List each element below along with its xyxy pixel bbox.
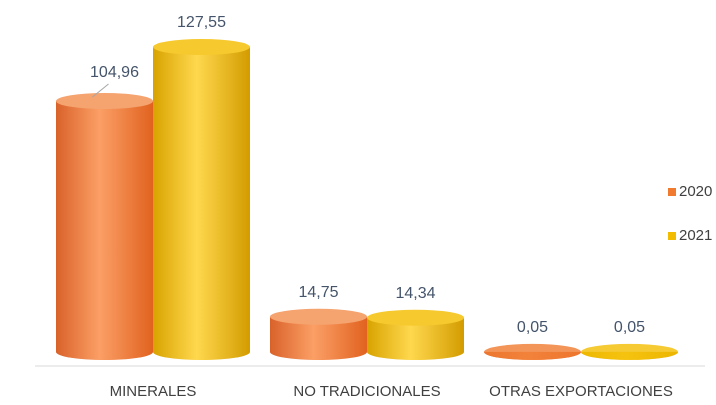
- value-label: 14,34: [395, 285, 435, 302]
- legend-label: 2020: [679, 183, 712, 200]
- leader-line: [92, 83, 109, 98]
- cylinder-top: [153, 39, 250, 55]
- cylinder: [153, 39, 250, 360]
- cylinder-body: [367, 317, 464, 360]
- cylinder-top: [56, 93, 153, 110]
- cylinder: [270, 308, 367, 360]
- cylinder-top: [581, 343, 678, 360]
- legend-label: 2021: [679, 227, 712, 244]
- cylinder: [367, 309, 464, 360]
- value-label: 0,05: [614, 319, 645, 336]
- cylinder: [581, 343, 678, 360]
- cylinder-top: [484, 343, 581, 360]
- cylinder: [56, 93, 153, 360]
- x-tick-label: NO TRADICIONALES: [293, 383, 440, 400]
- x-tick-label: MINERALES: [110, 383, 197, 400]
- cylinder-top: [270, 308, 367, 325]
- cylinder: [484, 343, 581, 360]
- cylinder-body: [153, 47, 250, 360]
- value-label: 127,55: [177, 14, 226, 31]
- cylinder-body: [270, 316, 367, 360]
- cylinder-top: [367, 309, 464, 326]
- value-label: 0,05: [517, 319, 548, 336]
- legend-swatch: [668, 188, 676, 196]
- value-label: 14,75: [298, 284, 338, 301]
- x-tick-label: OTRAS EXPORTACIONES: [489, 383, 673, 400]
- legend-swatch: [668, 232, 676, 240]
- value-label: 104,96: [90, 64, 139, 81]
- cylinder-body: [56, 101, 153, 360]
